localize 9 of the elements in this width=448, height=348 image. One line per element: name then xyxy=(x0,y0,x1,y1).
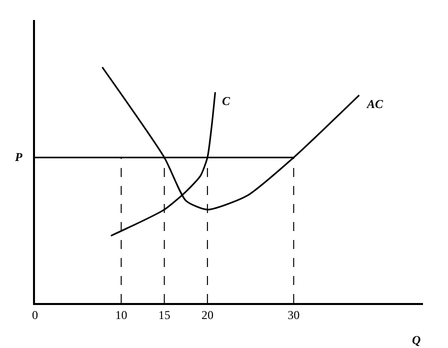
annotation: P xyxy=(15,150,23,164)
x-tick-label: 30 xyxy=(288,308,300,322)
x-tick-label: 0 xyxy=(32,308,38,322)
series-label: AC xyxy=(366,97,384,111)
x-tick-label: 15 xyxy=(158,308,170,322)
x-axis-title: Q xyxy=(412,333,421,347)
x-tick-label: 20 xyxy=(201,308,214,322)
x-tick-label: 10 xyxy=(115,308,128,322)
series-label: C xyxy=(222,94,231,108)
